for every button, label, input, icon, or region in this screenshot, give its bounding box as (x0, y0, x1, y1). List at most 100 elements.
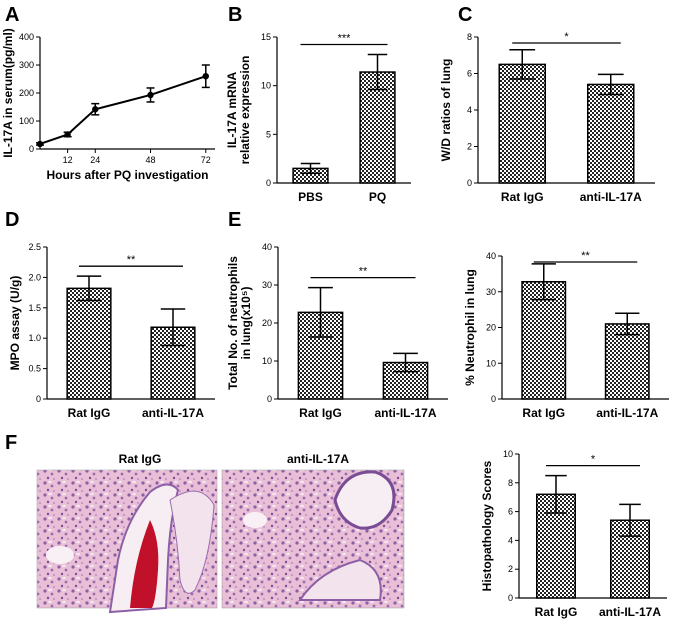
chart-e1-category-label: anti-IL-17A (374, 406, 436, 420)
chart-f-significance-label: * (591, 454, 596, 466)
micrograph-anti-il17a (221, 469, 405, 609)
micrograph-anti-il17a-bronchiole (333, 470, 396, 530)
chart-f-y-tick-label: 8 (508, 478, 513, 488)
chart-e1-y-tick-label: 30 (262, 280, 272, 290)
chart-c-category-label: anti-IL-17A (580, 190, 642, 204)
chart-e2-bar (604, 323, 650, 400)
chart-b-y-tick-label: 5 (266, 129, 271, 139)
chart-e2-significance-label: ** (581, 250, 590, 262)
chart-b-y-axis-label: relative expression (238, 56, 252, 165)
chart-a-y-tick-label: 400 (19, 32, 34, 42)
chart-b-y-axis-label: IL-17A mRNA (225, 72, 239, 149)
chart-a-x-tick-label: 72 (201, 155, 211, 165)
chart-e1-category-label: Rat IgG (299, 406, 342, 420)
chart-e1-y-tick-label: 20 (262, 318, 272, 328)
chart-e1-y-axis-label: Total No. of neutrophils (226, 256, 240, 390)
chart-e1-y-tick-label: 10 (262, 356, 272, 366)
chart-c-y-tick-label: 6 (467, 69, 472, 79)
chart-e2-y-tick-label: 0 (491, 394, 496, 404)
chart-d-y-tick-label: 0.5 (28, 364, 41, 374)
chart-d-y-axis-label: MPO assay (U/g) (8, 276, 22, 371)
chart-f-y-tick-label: 2 (508, 564, 513, 574)
chart-d-y-tick-label: 0 (36, 394, 41, 404)
chart-d-y-tick-label: 1.5 (28, 303, 41, 313)
chart-serum-il17a-line: 0 100 200 300 400 IL-17A in serum(pg/ml) 12 24 4… (1, 28, 215, 182)
chart-f-y-axis-label: Histopathology Scores (480, 460, 494, 591)
micrograph-anti-il17a-vessel (298, 558, 382, 601)
chart-a-data-point (36, 140, 44, 148)
chart-e2-y-tick-label: 10 (486, 358, 496, 368)
chart-il17a-mrna-bar: 0 5 10 15 IL-17A mRNA relative expression PBS P… (225, 32, 411, 204)
chart-e2-y-tick-label: 40 (486, 251, 496, 261)
chart-a-y-axis-label: IL-17A in serum(pg/ml) (1, 28, 15, 158)
panel-letter-d: D (5, 209, 19, 231)
chart-b-y-tick-label: 15 (261, 32, 271, 42)
chart-a-y-tick-label: 200 (19, 88, 34, 98)
micrograph-rat-igg-airway (169, 490, 215, 594)
chart-d-category-label: Rat IgG (68, 406, 111, 420)
chart-d-category-label: anti-IL-17A (142, 406, 204, 420)
chart-d-significance-label: ** (127, 254, 136, 266)
chart-b-bar (359, 71, 396, 184)
chart-wd-ratio-bar: 0 2 4 6 8 W/D ratios of lung Rat IgG anti-IL-17… (439, 31, 655, 204)
chart-e1-significance-label: ** (359, 266, 368, 278)
chart-a-y-tick-label: 300 (19, 60, 34, 70)
panel-letter-b: B (228, 4, 242, 26)
micrograph-rat-igg-alveolus (46, 546, 74, 564)
micrograph-rat-igg (36, 469, 218, 614)
chart-b-category-label: PBS (298, 190, 323, 204)
micrograph-label-anti-il17a: anti-IL-17A (287, 452, 349, 466)
chart-b-category-label: PQ (369, 190, 386, 204)
chart-a-data-point (64, 131, 71, 138)
chart-a-y-tick-label: 0 (29, 144, 34, 154)
chart-e2-y-axis-label: % Neutrophil in lung (463, 269, 477, 386)
chart-histopathology-bar: 0 2 4 6 8 10 Histopathology Scores Rat IgG anti-… (480, 449, 667, 619)
chart-e2-category-label: Rat IgG (522, 406, 565, 420)
chart-c-y-tick-label: 4 (467, 105, 472, 115)
chart-f-y-tick-label: 10 (503, 449, 513, 459)
chart-e1-y-axis-label: in lung(x10⁵) (239, 287, 253, 360)
chart-a-data-point (92, 106, 99, 113)
chart-b-y-tick-label: 0 (266, 178, 271, 188)
micrograph-label-rat-igg: Rat IgG (119, 452, 162, 466)
panel-letter-e: E (228, 209, 241, 231)
chart-a-data-point (202, 73, 209, 80)
chart-c-y-tick-label: 0 (467, 178, 472, 188)
chart-e2-category-label: anti-IL-17A (596, 406, 658, 420)
micrograph-anti-il17a-alveolus (243, 512, 267, 528)
chart-f-y-tick-label: 0 (508, 593, 513, 603)
chart-a-y-tick-label: 100 (19, 116, 34, 126)
micrograph-rat-igg-blood (130, 520, 159, 608)
chart-a-x-tick-label: 12 (63, 155, 73, 165)
chart-d-y-tick-label: 2.0 (28, 272, 41, 282)
chart-d-y-tick-label: 1.0 (28, 333, 41, 343)
chart-b-significance-label: *** (338, 33, 352, 45)
chart-f-category-label: Rat IgG (535, 605, 578, 619)
chart-f-y-tick-label: 6 (508, 507, 513, 517)
chart-total-neutrophils-bar: 0 10 20 30 40 Total No. of neutrophils in lung… (226, 242, 448, 420)
chart-c-bar (498, 63, 547, 184)
chart-c-y-tick-label: 8 (467, 32, 472, 42)
chart-f-category-label: anti-IL-17A (599, 605, 661, 619)
chart-f-y-tick-label: 4 (508, 535, 513, 545)
chart-percent-neutrophil-bar: 0 10 20 30 40 % Neutrophil in lung Rat IgG anti… (463, 250, 669, 420)
chart-e2-y-tick-label: 30 (486, 287, 496, 297)
chart-e2-y-tick-label: 20 (486, 323, 496, 333)
chart-a-x-tick-label: 48 (146, 155, 156, 165)
chart-a-x-tick-label: 24 (90, 155, 100, 165)
panel-letter-a: A (5, 4, 19, 26)
panel-letter-f: F (5, 432, 17, 454)
chart-e2-bar (521, 280, 567, 400)
chart-c-category-label: Rat IgG (501, 190, 544, 204)
chart-a-x-axis-label: Hours after PQ investigation (46, 168, 208, 182)
chart-mpo-assay-bar: 0 0.5 1.0 1.5 2.0 2.5 MPO assay (U/g) Rat IgG an… (8, 242, 215, 420)
chart-c-y-axis-label: W/D ratios of lung (439, 59, 453, 162)
chart-a-data-point (147, 91, 154, 99)
chart-e1-y-tick-label: 0 (267, 394, 272, 404)
chart-e1-y-tick-label: 40 (262, 242, 272, 252)
chart-b-y-tick-label: 10 (261, 81, 271, 91)
panel-letter-c: C (458, 4, 472, 26)
chart-d-y-tick-label: 2.5 (28, 242, 41, 252)
chart-c-bar (586, 83, 635, 184)
